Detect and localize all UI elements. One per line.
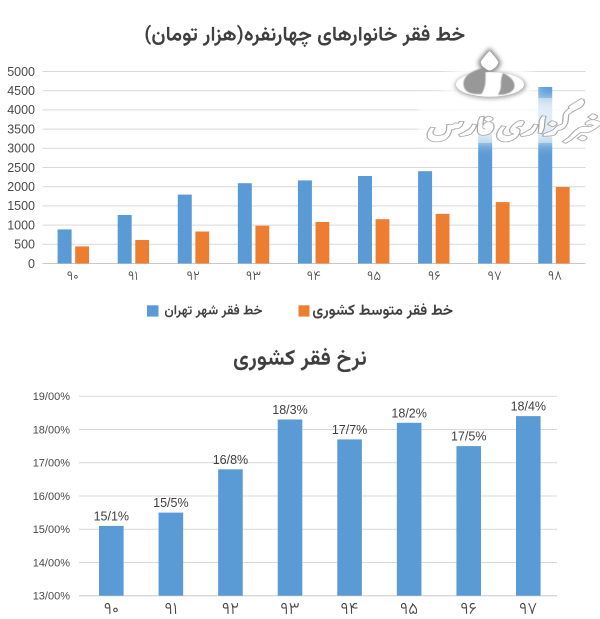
- svg-text:14/00%: 14/00%: [33, 557, 71, 569]
- svg-text:18/3%: 18/3%: [272, 403, 307, 417]
- svg-text:16/8%: 16/8%: [213, 453, 248, 467]
- svg-text:19/00%: 19/00%: [33, 391, 71, 403]
- svg-text:0: 0: [28, 257, 35, 271]
- svg-text:1500: 1500: [7, 199, 35, 213]
- svg-text:2000: 2000: [7, 180, 35, 194]
- svg-text:13/00%: 13/00%: [33, 591, 71, 603]
- svg-text:4000: 4000: [7, 103, 35, 117]
- svg-text:4500: 4500: [7, 84, 35, 98]
- svg-text:3000: 3000: [7, 142, 35, 156]
- svg-text:17/7%: 17/7%: [332, 423, 367, 437]
- svg-text:18/2%: 18/2%: [391, 406, 426, 420]
- svg-text:16/00%: 16/00%: [33, 491, 71, 503]
- svg-text:17/00%: 17/00%: [33, 458, 71, 470]
- svg-text:500: 500: [14, 238, 35, 252]
- svg-text:17/5%: 17/5%: [451, 430, 486, 444]
- svg-text:2500: 2500: [7, 161, 35, 175]
- svg-text:1000: 1000: [7, 218, 35, 232]
- svg-text:18/00%: 18/00%: [33, 424, 71, 436]
- svg-text:18/4%: 18/4%: [511, 400, 546, 414]
- svg-text:15/00%: 15/00%: [33, 524, 71, 536]
- svg-text:5000: 5000: [7, 65, 35, 79]
- svg-text:15/5%: 15/5%: [153, 496, 188, 510]
- svg-text:15/1%: 15/1%: [94, 509, 129, 523]
- svg-text:3500: 3500: [7, 122, 35, 136]
